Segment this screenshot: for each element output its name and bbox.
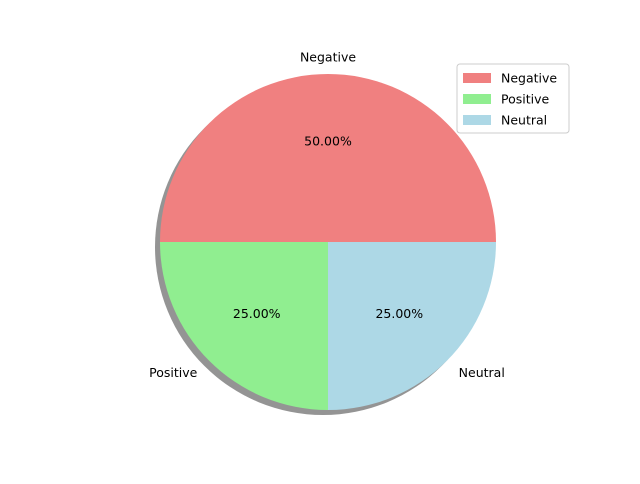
slice-label-neutral: Neutral [459, 365, 505, 380]
slice-label-negative: Negative [300, 50, 356, 65]
pie-labels: Negative 50.00% Positive 25.00% Neutral 25.00… [149, 50, 505, 380]
pie-slices [160, 74, 496, 410]
legend-swatch-neutral [463, 115, 491, 125]
legend-swatch-positive [463, 94, 491, 104]
slice-label-positive: Positive [149, 365, 197, 380]
legend-entry-neutral: Neutral [501, 113, 547, 128]
pie-slice-neutral [328, 242, 496, 410]
slice-percent-negative: 50.00% [304, 134, 352, 149]
pie-slice-negative [160, 74, 496, 242]
pie-slice-positive [160, 242, 328, 410]
slice-percent-positive: 25.00% [233, 306, 281, 321]
legend-entry-positive: Positive [501, 92, 549, 107]
legend-entry-negative: Negative [501, 71, 557, 86]
legend-swatch-negative [463, 73, 491, 83]
legend: Negative Positive Neutral [456, 63, 570, 134]
slice-percent-neutral: 25.00% [375, 306, 423, 321]
